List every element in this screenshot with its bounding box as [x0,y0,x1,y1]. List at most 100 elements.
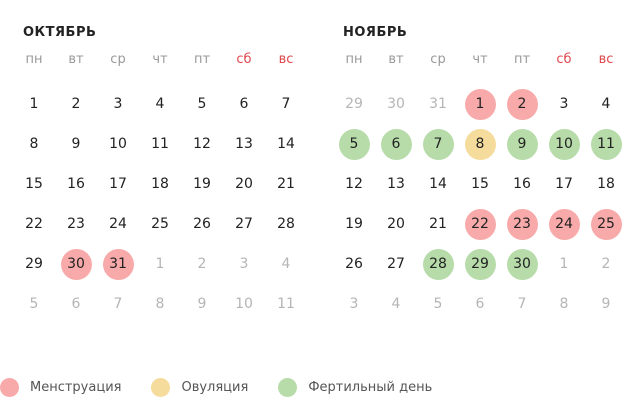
day-number[interactable]: 29 [345,96,363,112]
day-number[interactable]: 11 [590,128,622,160]
day-cell[interactable]: 27 [223,204,265,244]
day-cell[interactable]: 2 [585,244,627,284]
day-number[interactable]: 6 [380,128,412,160]
day-number[interactable]: 2 [197,256,207,272]
day-number[interactable]: 5 [433,296,443,312]
day-cell[interactable]: 4 [375,284,417,324]
day-cell[interactable]: 22 [459,204,501,244]
day-number[interactable]: 12 [345,176,363,192]
day-cell[interactable]: 4 [585,84,627,124]
day-number[interactable]: 6 [475,296,485,312]
day-number[interactable]: 19 [193,176,211,192]
day-cell[interactable]: 11 [585,124,627,164]
day-number[interactable]: 3 [239,256,249,272]
day-cell[interactable]: 7 [501,284,543,324]
day-number[interactable]: 30 [60,248,92,280]
day-cell[interactable]: 30 [501,244,543,284]
day-number[interactable]: 24 [109,216,127,232]
day-cell[interactable]: 6 [55,284,97,324]
day-number[interactable]: 6 [71,296,81,312]
day-number[interactable]: 2 [71,96,81,112]
day-cell[interactable]: 2 [181,244,223,284]
day-number[interactable]: 4 [601,96,611,112]
day-cell[interactable]: 1 [459,84,501,124]
day-cell[interactable]: 9 [55,124,97,164]
day-cell[interactable]: 9 [181,284,223,324]
day-number[interactable]: 9 [601,296,611,312]
day-number[interactable]: 25 [590,208,622,240]
day-cell[interactable]: 23 [55,204,97,244]
day-cell[interactable]: 1 [139,244,181,284]
day-cell[interactable]: 4 [265,244,307,284]
day-cell[interactable]: 29 [459,244,501,284]
day-number[interactable]: 17 [109,176,127,192]
day-cell[interactable]: 29 [13,244,55,284]
day-cell[interactable]: 16 [55,164,97,204]
day-cell[interactable]: 12 [333,164,375,204]
day-cell[interactable]: 19 [181,164,223,204]
day-cell[interactable]: 7 [417,124,459,164]
day-cell[interactable]: 4 [139,84,181,124]
day-number[interactable]: 23 [506,208,538,240]
day-number[interactable]: 5 [29,296,39,312]
day-number[interactable]: 8 [155,296,165,312]
day-cell[interactable]: 30 [55,244,97,284]
day-number[interactable]: 7 [517,296,527,312]
day-number[interactable]: 21 [429,216,447,232]
day-cell[interactable]: 30 [375,84,417,124]
day-number[interactable]: 14 [429,176,447,192]
day-number[interactable]: 8 [29,136,39,152]
day-cell[interactable]: 19 [333,204,375,244]
day-number[interactable]: 3 [349,296,359,312]
day-cell[interactable]: 26 [333,244,375,284]
day-number[interactable]: 11 [151,136,169,152]
day-number[interactable]: 31 [102,248,134,280]
day-number[interactable]: 18 [597,176,615,192]
day-number[interactable]: 29 [25,256,43,272]
day-number[interactable]: 9 [71,136,81,152]
day-number[interactable]: 10 [109,136,127,152]
day-cell[interactable]: 14 [265,124,307,164]
day-number[interactable]: 7 [422,128,454,160]
day-cell[interactable]: 29 [333,84,375,124]
day-cell[interactable]: 6 [459,284,501,324]
day-cell[interactable]: 5 [417,284,459,324]
day-number[interactable]: 1 [559,256,569,272]
day-cell[interactable]: 20 [223,164,265,204]
day-cell[interactable]: 18 [139,164,181,204]
day-number[interactable]: 2 [506,88,538,120]
day-number[interactable]: 17 [555,176,573,192]
day-cell[interactable]: 2 [501,84,543,124]
day-number[interactable]: 7 [113,296,123,312]
day-cell[interactable]: 15 [459,164,501,204]
day-number[interactable]: 1 [29,96,39,112]
day-number[interactable]: 3 [113,96,123,112]
day-number[interactable]: 24 [548,208,580,240]
day-cell[interactable]: 5 [333,124,375,164]
day-cell[interactable]: 13 [375,164,417,204]
day-number[interactable]: 7 [281,96,291,112]
day-cell[interactable]: 9 [585,284,627,324]
day-number[interactable]: 27 [387,256,405,272]
day-cell[interactable]: 21 [265,164,307,204]
day-cell[interactable]: 11 [139,124,181,164]
day-number[interactable]: 20 [387,216,405,232]
day-number[interactable]: 28 [277,216,295,232]
day-cell[interactable]: 28 [265,204,307,244]
day-number[interactable]: 22 [464,208,496,240]
day-number[interactable]: 8 [464,128,496,160]
day-cell[interactable]: 14 [417,164,459,204]
day-cell[interactable]: 26 [181,204,223,244]
day-number[interactable]: 4 [155,96,165,112]
day-cell[interactable]: 31 [417,84,459,124]
day-number[interactable]: 5 [197,96,207,112]
day-cell[interactable]: 8 [459,124,501,164]
day-cell[interactable]: 10 [543,124,585,164]
day-number[interactable]: 22 [25,216,43,232]
day-cell[interactable]: 24 [543,204,585,244]
day-number[interactable]: 27 [235,216,253,232]
day-number[interactable]: 15 [25,176,43,192]
day-cell[interactable]: 6 [375,124,417,164]
day-cell[interactable]: 16 [501,164,543,204]
day-cell[interactable]: 1 [543,244,585,284]
